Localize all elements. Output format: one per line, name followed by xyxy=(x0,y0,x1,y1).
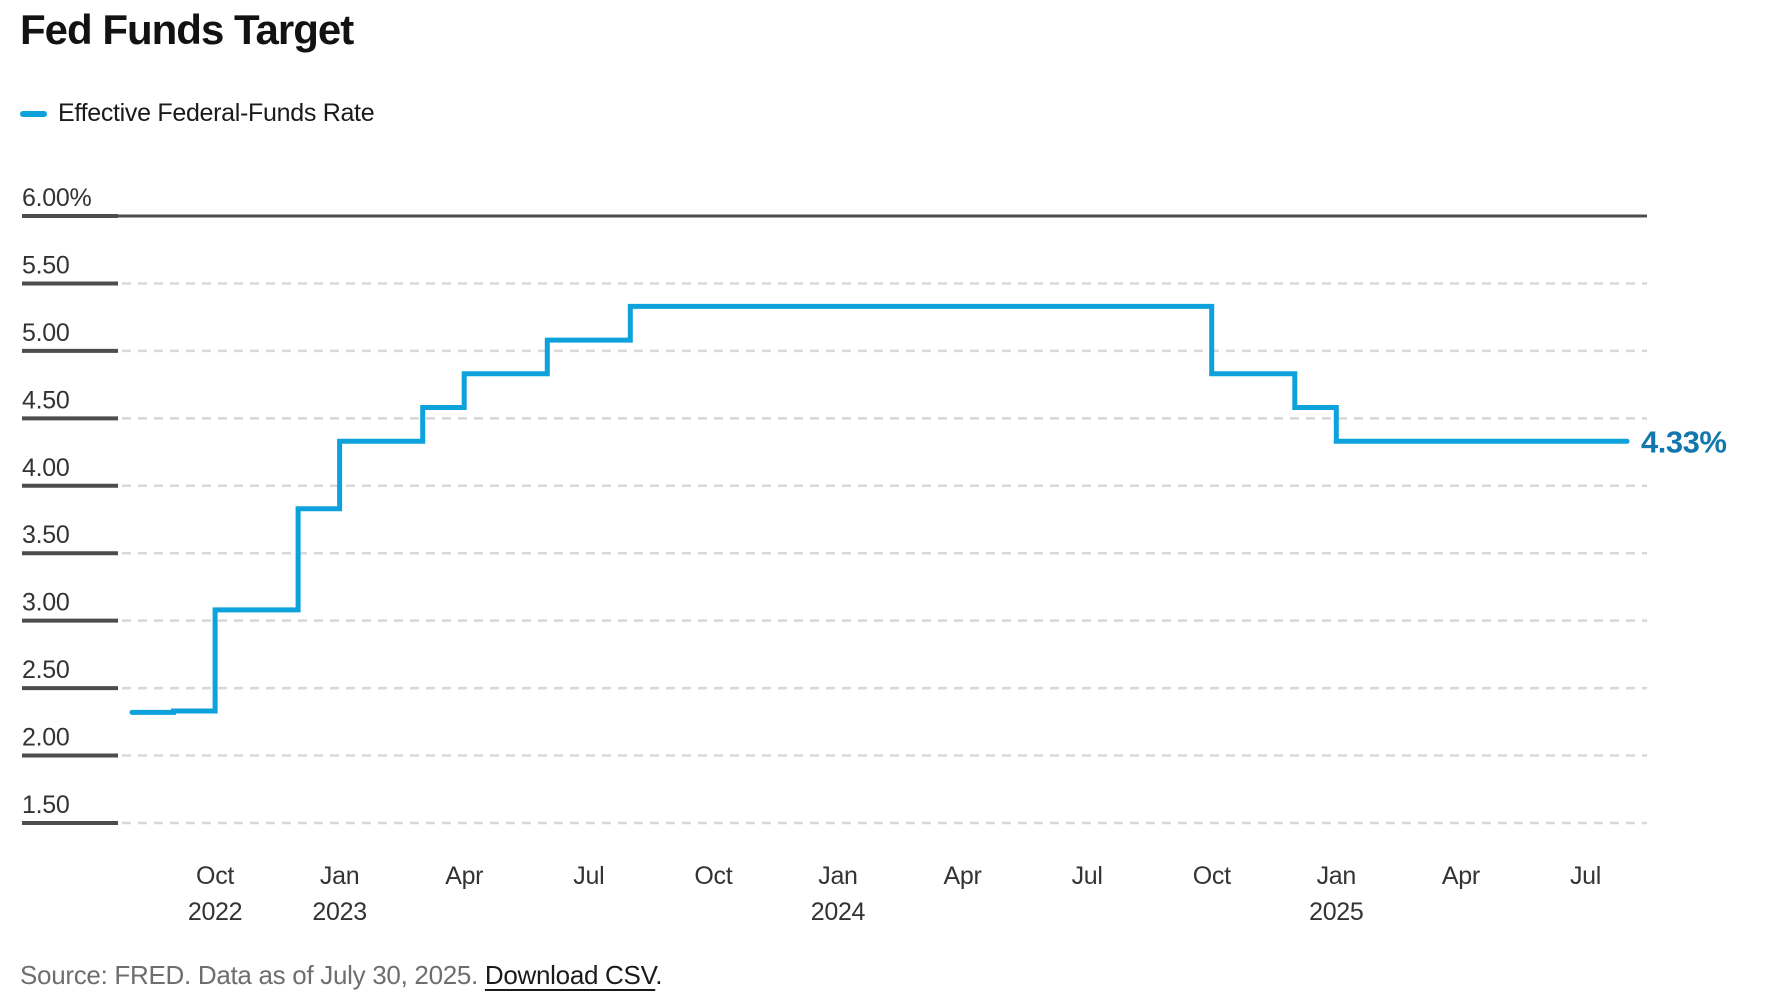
x-tick-label: Oct xyxy=(196,862,234,890)
y-tick-label: 1.50 xyxy=(22,791,69,819)
rate-step-line xyxy=(129,303,1630,715)
y-tick-label: 3.00 xyxy=(22,589,69,617)
x-tick-label: Apr xyxy=(445,862,483,890)
x-tick-year-label: 2024 xyxy=(811,898,866,926)
x-tick-label: Jan xyxy=(1317,862,1356,890)
chart-title: Fed Funds Target xyxy=(20,6,354,53)
x-tick-label: Oct xyxy=(1193,862,1231,890)
x-tick-label: Jul xyxy=(1570,862,1601,890)
legend-label: Effective Federal-Funds Rate xyxy=(58,99,375,127)
y-tick-label: 4.50 xyxy=(22,386,69,414)
x-tick-label: Apr xyxy=(1442,862,1480,890)
y-tick-label: 5.50 xyxy=(22,251,69,279)
y-tick-label: 4.00 xyxy=(22,454,69,482)
y-tick-label: 6.00% xyxy=(22,184,91,212)
end-value-label: 4.33% xyxy=(1641,424,1726,459)
y-tick-label: 5.00 xyxy=(22,319,69,347)
y-tick-label: 2.50 xyxy=(22,656,69,684)
source-text: Source: FRED. Data as of July 30, 2025. xyxy=(20,960,485,990)
x-tick-year-label: 2023 xyxy=(312,898,366,926)
source-period: . xyxy=(655,960,663,990)
legend-line-swatch xyxy=(20,110,47,117)
y-tick-label: 2.00 xyxy=(22,724,69,752)
download-csv-link[interactable]: Download CSV xyxy=(484,960,656,990)
x-tick-label: Jul xyxy=(1072,862,1103,890)
legend: Effective Federal-Funds Rate xyxy=(20,99,375,128)
x-tick-label: Jan xyxy=(818,862,857,890)
x-tick-label: Apr xyxy=(944,862,982,890)
x-tick-label: Jul xyxy=(573,862,604,890)
source-note: Source: FRED. Data as of July 30, 2025. … xyxy=(20,960,662,991)
x-tick-label: Jan xyxy=(320,862,359,890)
x-tick-label: Oct xyxy=(694,862,732,890)
x-tick-year-label: 2025 xyxy=(1309,898,1363,926)
y-tick-label: 3.50 xyxy=(22,521,69,549)
x-tick-year-label: 2022 xyxy=(188,898,242,926)
